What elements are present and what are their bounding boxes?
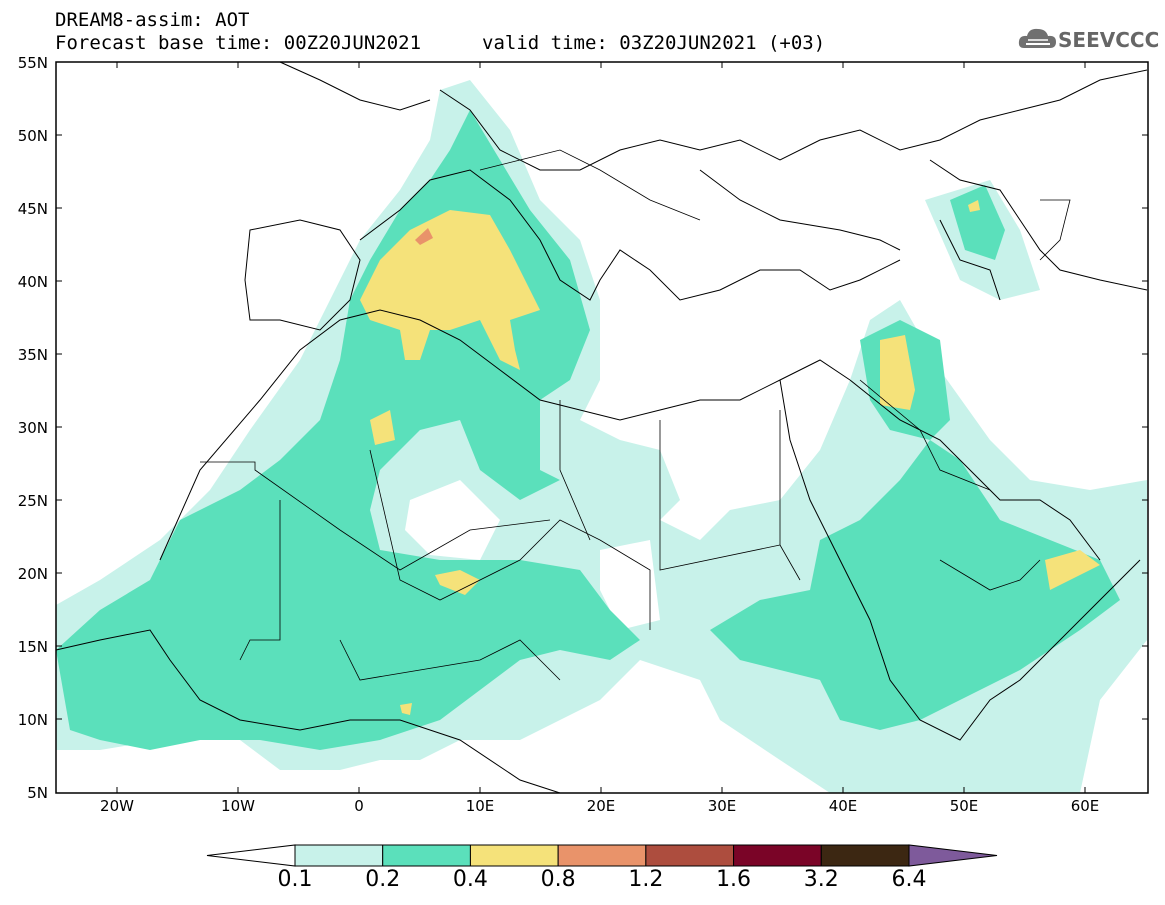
lat-label: 40N bbox=[17, 273, 48, 291]
lon-label: 0 bbox=[354, 797, 364, 815]
colorbar-label: 0.4 bbox=[452, 867, 488, 892]
seevccc-logo: SEEVCCC bbox=[1018, 24, 1160, 56]
lat-ticks bbox=[56, 61, 1148, 720]
lon-label: 10E bbox=[465, 797, 495, 815]
lon-label: 30E bbox=[707, 797, 737, 815]
cloud-icon bbox=[1018, 28, 1056, 48]
colorbar-label: 3.2 bbox=[803, 867, 839, 892]
lon-label: 40E bbox=[828, 797, 858, 815]
logo-text: SEEVCCC bbox=[1058, 28, 1160, 52]
lat-label: 30N bbox=[17, 419, 48, 437]
lat-label: 25N bbox=[17, 492, 48, 510]
lon-label: 60E bbox=[1070, 797, 1100, 815]
lat-label: 45N bbox=[17, 200, 48, 218]
colorbar-label: 0.8 bbox=[540, 867, 576, 892]
colorbar-box bbox=[733, 844, 822, 867]
colorbar-label: 0.1 bbox=[277, 867, 313, 892]
colorbar-box bbox=[557, 844, 647, 867]
lat-label: 10N bbox=[17, 711, 48, 729]
colorbar-label: 1.6 bbox=[716, 867, 752, 892]
colorbar-high-arrow bbox=[908, 844, 998, 867]
colorbar-label: 0.2 bbox=[365, 867, 401, 892]
colorbar-box bbox=[469, 844, 559, 867]
lon-label: 20E bbox=[586, 797, 616, 815]
colorbar-box bbox=[294, 844, 384, 867]
lat-label: 50N bbox=[17, 127, 48, 145]
lon-label: 50E bbox=[949, 797, 979, 815]
colorbar-label: 1.2 bbox=[628, 867, 664, 892]
colorbar-low-arrow bbox=[206, 844, 296, 867]
lat-label: 20N bbox=[17, 565, 48, 583]
aot-0.4-contours bbox=[360, 200, 1100, 715]
country-borders bbox=[200, 149, 1071, 681]
colorbar-box bbox=[645, 844, 735, 867]
colorbar-label: 6.4 bbox=[891, 867, 927, 892]
map-title: DREAM8-assim: AOT bbox=[55, 9, 250, 31]
lat-label: 15N bbox=[17, 638, 48, 656]
lon-label: 20W bbox=[100, 797, 134, 815]
lon-label: 10W bbox=[221, 797, 255, 815]
lat-label: 55N bbox=[17, 54, 48, 72]
lon-ticks bbox=[116, 62, 1086, 793]
aot-0.8-contours bbox=[415, 228, 433, 245]
forecast-base-time: Forecast base time: 00Z20JUN2021 bbox=[55, 32, 422, 54]
lat-label: 5N bbox=[27, 784, 48, 802]
valid-time: valid time: 03Z20JUN2021 (+03) bbox=[482, 32, 826, 54]
lat-label: 35N bbox=[17, 346, 48, 364]
colorbar-box bbox=[820, 844, 910, 867]
colorbar-box bbox=[382, 844, 471, 867]
